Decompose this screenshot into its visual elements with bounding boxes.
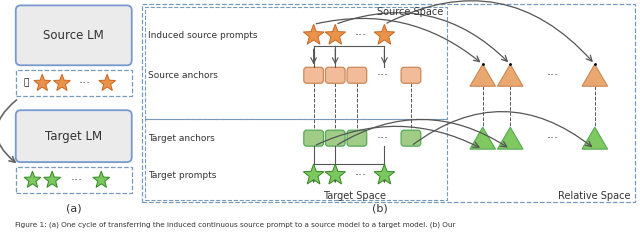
Polygon shape [54,74,70,91]
Polygon shape [374,24,395,44]
Text: ···: ··· [355,29,367,42]
Polygon shape [44,171,61,187]
Polygon shape [470,127,495,149]
Text: Figure 1: (a) One cycle of transferring the induced continuous source prompt to : Figure 1: (a) One cycle of transferring … [15,222,455,228]
Text: 🔥: 🔥 [24,79,29,88]
Text: Source Space: Source Space [377,7,444,17]
Polygon shape [24,171,41,187]
FancyBboxPatch shape [347,130,367,146]
FancyBboxPatch shape [304,67,323,83]
Polygon shape [582,64,607,86]
Text: Target LM: Target LM [45,130,102,143]
FancyBboxPatch shape [16,110,132,162]
Text: ···: ··· [547,69,559,82]
Text: Target anchors: Target anchors [148,134,215,143]
Text: Relative Space: Relative Space [557,191,630,201]
Polygon shape [470,64,495,86]
Text: ···: ··· [376,132,388,145]
FancyBboxPatch shape [16,5,132,65]
Polygon shape [374,164,395,184]
FancyBboxPatch shape [401,130,420,146]
Polygon shape [303,164,324,184]
Polygon shape [325,24,346,44]
Polygon shape [303,24,324,44]
Text: ···: ··· [376,69,388,82]
Text: (b): (b) [372,203,387,213]
Polygon shape [99,74,116,91]
Text: ···: ··· [79,77,91,90]
Text: ···: ··· [547,132,559,145]
Polygon shape [497,127,523,149]
FancyBboxPatch shape [401,67,420,83]
Text: ···: ··· [355,169,367,182]
Text: Target prompts: Target prompts [148,171,217,180]
Polygon shape [34,74,51,91]
Text: Induced source prompts: Induced source prompts [148,31,258,40]
FancyBboxPatch shape [325,130,345,146]
Text: Source LM: Source LM [44,29,104,42]
Polygon shape [497,64,523,86]
Text: ···: ··· [70,174,83,186]
FancyBboxPatch shape [347,67,367,83]
Polygon shape [325,164,346,184]
Text: (a): (a) [66,203,81,213]
FancyBboxPatch shape [304,130,323,146]
Polygon shape [93,171,109,187]
Text: Source anchors: Source anchors [148,71,218,80]
FancyBboxPatch shape [325,67,345,83]
Polygon shape [582,127,607,149]
Text: Target Space: Target Space [323,191,387,201]
